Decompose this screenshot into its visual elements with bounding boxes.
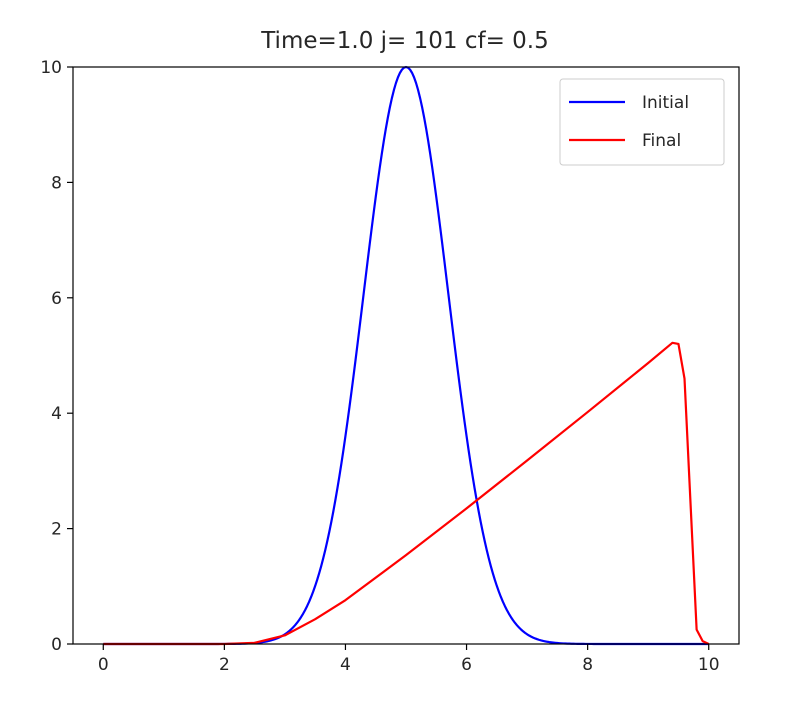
y-tick-label: 6: [51, 289, 62, 309]
plot-frame: [72, 66, 740, 645]
y-tick-label: 2: [51, 520, 62, 540]
legend-label: Final: [642, 131, 681, 151]
y-tick-label: 4: [51, 404, 62, 424]
legend: Initial Final: [559, 78, 725, 166]
chart-title: Time=1.0 j= 101 cf= 0.5: [260, 28, 549, 54]
x-tick-label: 10: [698, 655, 720, 675]
series-line-final: [103, 341, 710, 646]
x-axis: 0 2 4 6 8 10: [98, 644, 720, 675]
x-tick-label: 6: [461, 655, 472, 675]
y-tick-label: 0: [51, 635, 62, 655]
legend-box: [559, 78, 725, 166]
y-tick-label: 8: [51, 173, 62, 193]
x-tick-label: 8: [582, 655, 593, 675]
y-tick-label: 10: [40, 58, 62, 78]
x-tick-label: 2: [219, 655, 230, 675]
y-axis: 0 2 4 6 8 10: [40, 58, 73, 655]
legend-label: Initial: [642, 93, 689, 113]
x-tick-label: 0: [98, 655, 109, 675]
x-tick-label: 4: [340, 655, 351, 675]
